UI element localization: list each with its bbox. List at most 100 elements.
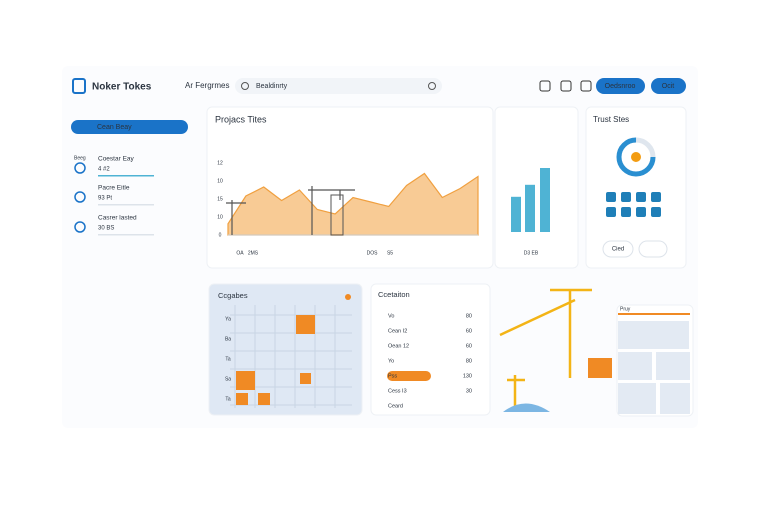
label: Vo	[388, 313, 394, 319]
label: Oedsnroo	[605, 83, 636, 90]
button[interactable]	[596, 78, 645, 94]
icon-tile[interactable]	[606, 207, 616, 217]
bar	[525, 184, 535, 232]
bar	[540, 168, 550, 232]
label: OA	[236, 250, 244, 256]
label: Pruy	[620, 306, 631, 312]
label: 15	[217, 196, 223, 202]
item-icon	[74, 191, 86, 203]
icon-tile[interactable]	[651, 207, 661, 217]
donut-fill	[616, 137, 656, 177]
cell	[258, 393, 270, 405]
label: Bealdinrty	[256, 83, 288, 90]
cell	[300, 373, 311, 384]
label: Cess I3	[388, 388, 407, 394]
label: Trust Stes	[593, 115, 629, 124]
trust-card	[585, 106, 687, 269]
icon-tile[interactable]	[621, 192, 631, 202]
grid-card	[208, 283, 363, 416]
panel-tile	[618, 383, 656, 414]
icon-tile[interactable]	[636, 192, 646, 202]
label: Sa	[225, 376, 231, 382]
label: D3 EB	[524, 250, 539, 256]
area	[227, 172, 479, 236]
label: Pss	[388, 373, 397, 379]
label: 80	[466, 313, 472, 319]
label: 93 Pt	[98, 196, 112, 202]
label: 2MS	[248, 250, 259, 256]
icon-tile[interactable]	[621, 207, 631, 217]
label: Pacre Eitle	[98, 185, 130, 192]
crane	[226, 186, 355, 235]
label: Ba	[225, 336, 231, 342]
label: 10	[217, 214, 223, 220]
highlight	[387, 371, 431, 381]
hill	[503, 403, 550, 412]
label: 60	[466, 328, 472, 334]
label: Ccetaiton	[378, 290, 410, 299]
label: Ceard	[388, 403, 403, 409]
label: Ta	[225, 356, 231, 362]
search-icon	[241, 82, 249, 90]
label: 4 #2	[98, 167, 110, 173]
label: Casrer lasted	[98, 215, 137, 222]
icon-tile[interactable]	[636, 207, 646, 217]
label: Cied	[612, 247, 624, 253]
logo-icon	[72, 78, 86, 94]
label: Ccgabes	[218, 291, 248, 300]
label: Ocit	[662, 83, 675, 90]
button[interactable]	[602, 240, 634, 258]
label: DOS	[367, 250, 379, 256]
label: Cean Beay	[97, 124, 132, 131]
item-icon	[74, 162, 86, 174]
label: 12	[217, 160, 223, 166]
label: Projacs Tites	[215, 114, 267, 124]
label: Oean 12	[388, 343, 409, 349]
cell	[236, 393, 248, 405]
label: Yo	[388, 358, 394, 364]
search-go	[428, 82, 436, 90]
box	[588, 358, 612, 378]
progress	[98, 175, 154, 177]
button[interactable]	[651, 78, 686, 94]
header-icon[interactable]	[560, 80, 572, 92]
label: 80	[466, 358, 472, 364]
crane-illustration	[499, 288, 592, 410]
progress	[98, 234, 154, 236]
panel-bar	[618, 313, 690, 315]
header-icon[interactable]	[580, 80, 592, 92]
label: 10	[217, 178, 223, 184]
panel-tile	[656, 352, 690, 380]
cell	[296, 315, 315, 334]
list-card	[370, 283, 491, 416]
panel-tile	[618, 352, 652, 380]
label: 30	[466, 388, 472, 394]
icon-tile[interactable]	[606, 192, 616, 202]
status-dot	[345, 294, 351, 300]
primary-button[interactable]	[71, 120, 188, 134]
bar	[511, 196, 521, 232]
icon-tile[interactable]	[651, 192, 661, 202]
cell	[236, 371, 255, 390]
building	[330, 194, 344, 236]
header-icon[interactable]	[539, 80, 551, 92]
label: Beeg	[74, 155, 86, 161]
label: Ar Fergrmes	[185, 81, 229, 90]
label: 130	[463, 373, 472, 379]
panel-tile	[660, 383, 690, 414]
button[interactable]	[638, 240, 668, 258]
label: S5	[387, 250, 393, 256]
search-box[interactable]	[235, 78, 442, 94]
label: Ya	[225, 316, 231, 322]
label: 30 BS	[98, 226, 114, 232]
label: Noker Tokes	[92, 82, 152, 93]
label: Coestar Eay	[98, 156, 135, 163]
label: 60	[466, 343, 472, 349]
progress	[98, 204, 154, 206]
item-icon	[74, 221, 86, 233]
panel-tile	[618, 321, 689, 349]
label: 0	[219, 232, 222, 238]
label: Ta	[225, 396, 231, 402]
bars-card	[494, 106, 579, 269]
